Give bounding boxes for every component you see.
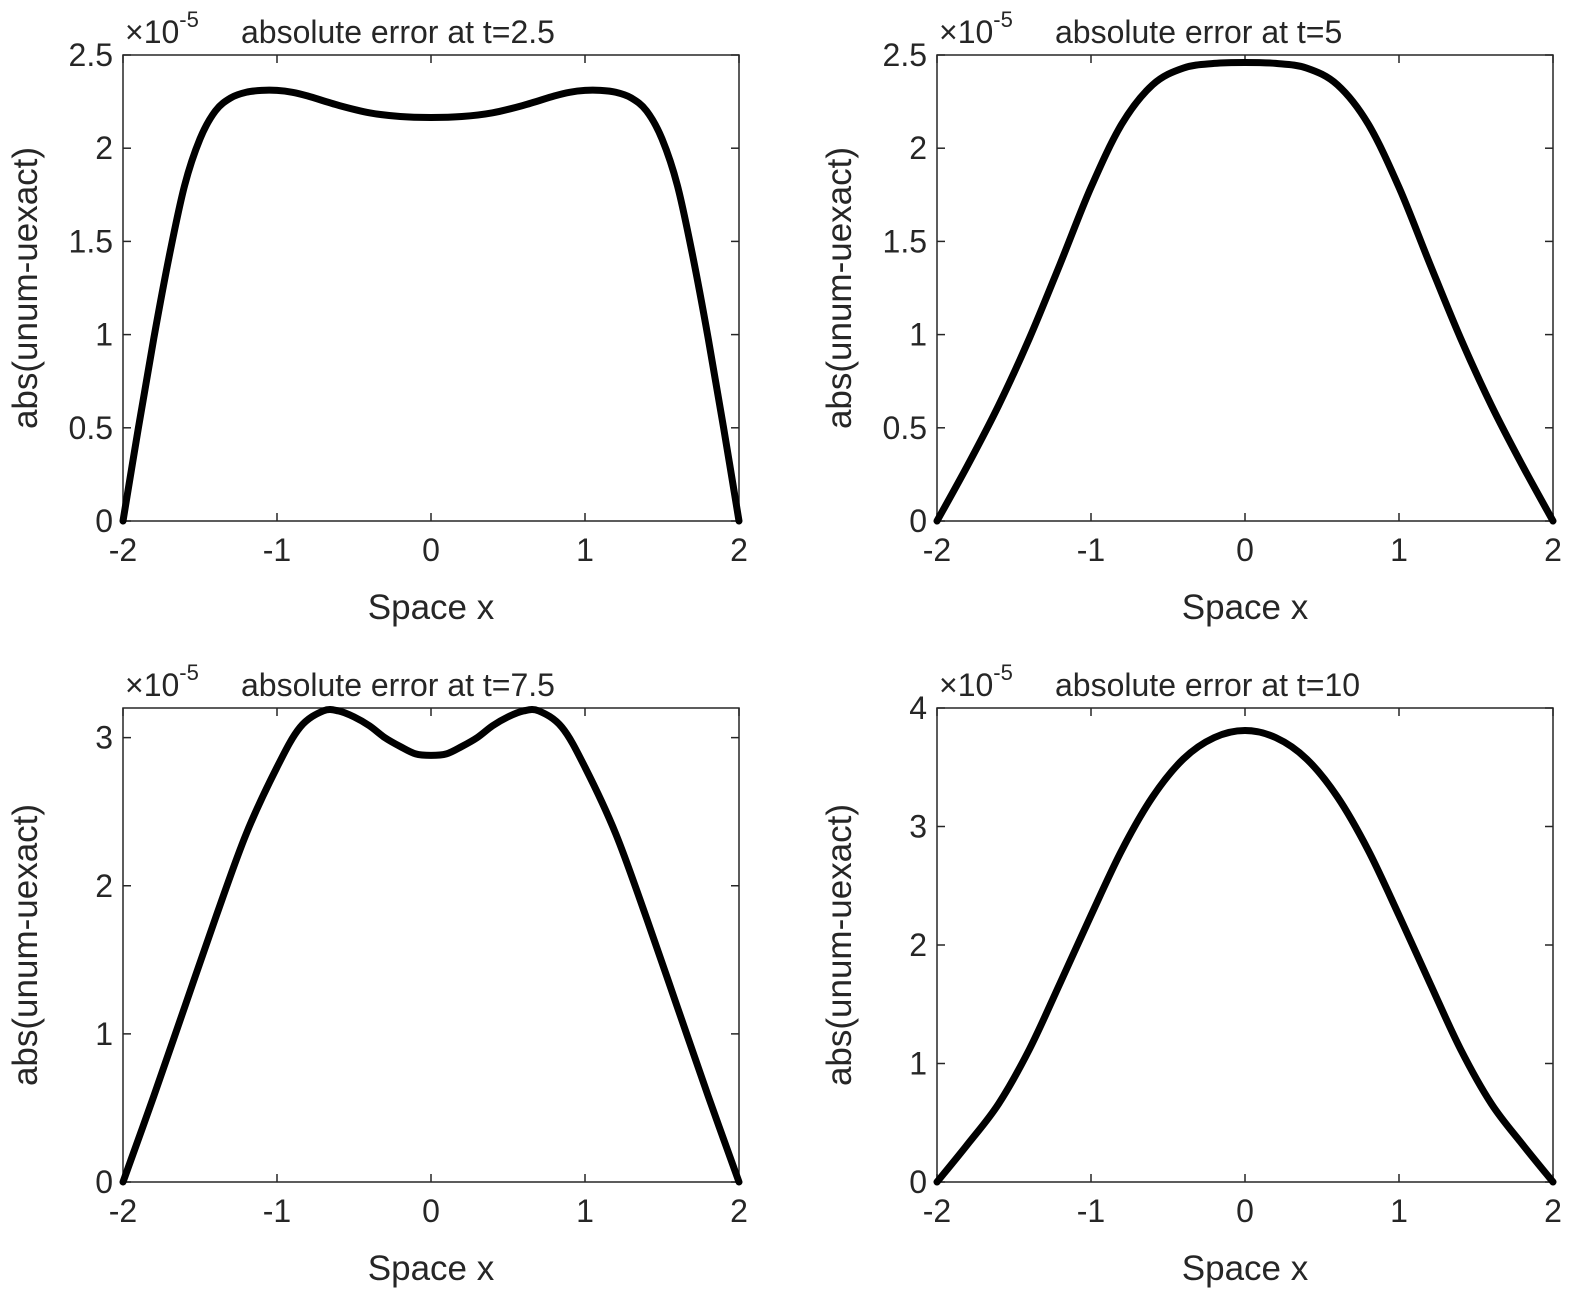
y-axis-label: abs(unum-uexact): [820, 147, 859, 429]
y-tick-label: 0: [909, 503, 927, 539]
x-axis-label: Space x: [368, 588, 495, 627]
subplot-top-right: -2 -1 0 1 2 0 0.5 1 1.5 2 2.5 Space x abs(unum-uexac…: [820, 7, 1562, 627]
y-tick-label: 2: [95, 130, 113, 166]
y-exponent-multiplier: ×10-5: [939, 7, 1013, 50]
subplot-title: absolute error at t=2.5: [241, 14, 555, 50]
series-line-abs-error: [119, 86, 743, 525]
y-exponent-multiplier: ×10-5: [939, 660, 1013, 703]
y-tick-label: 1: [95, 317, 113, 353]
y-exponent-base: ×10: [939, 14, 993, 50]
y-tick-label: 2.5: [883, 37, 927, 73]
x-tick-label: -1: [263, 1193, 291, 1229]
y-tick-label: 2: [95, 868, 113, 904]
x-tick-label: 2: [1544, 1193, 1562, 1229]
subplot-title: absolute error at t=10: [1055, 667, 1360, 703]
axes-box: [122, 54, 740, 522]
axes-box: [936, 54, 1554, 522]
y-tick-label: 1.5: [69, 223, 113, 259]
x-axis-label: Space x: [368, 1249, 495, 1288]
y-exponent-multiplier: ×10-5: [125, 660, 199, 703]
y-tick-label: 1.5: [883, 223, 927, 259]
y-exponent-multiplier: ×10-5: [125, 7, 199, 50]
x-tick-label: -2: [109, 532, 137, 568]
y-tick-label: 3: [95, 720, 113, 756]
y-tick-label: 1: [95, 1016, 113, 1052]
y-tick-label: 4: [909, 690, 927, 726]
x-tick-label: -2: [923, 532, 951, 568]
x-tick-label: -1: [263, 532, 291, 568]
x-tick-label: 2: [1544, 532, 1562, 568]
y-exponent-base: ×10: [939, 667, 993, 703]
x-axis-label: Space x: [1182, 1249, 1309, 1288]
y-tick-label: 2: [909, 130, 927, 166]
y-tick-label: 0.5: [69, 410, 113, 446]
x-tick-label: 1: [1390, 532, 1408, 568]
axes-box: [122, 707, 740, 1183]
x-tick-label: -2: [109, 1193, 137, 1229]
x-tick-label: 0: [1236, 532, 1254, 568]
x-tick-label: 1: [1390, 1193, 1408, 1229]
subplot-bottom-left: -2 -1 0 1 2 0 1 2 3 Space x abs(unum-uexact) ×10-5 a…: [6, 660, 748, 1288]
y-tick-label: 3: [909, 809, 927, 845]
y-tick-label: 2: [909, 927, 927, 963]
x-tick-label: 0: [1236, 1193, 1254, 1229]
x-tick-label: 1: [576, 532, 594, 568]
x-tick-label: -1: [1077, 1193, 1105, 1229]
y-exponent-base: ×10: [125, 667, 179, 703]
y-axis-label: abs(unum-uexact): [820, 804, 859, 1086]
y-tick-label: 2.5: [69, 37, 113, 73]
y-exponent-power: -5: [993, 7, 1013, 32]
x-tick-label: -1: [1077, 532, 1105, 568]
y-tick-label: 0: [95, 503, 113, 539]
x-tick-label: 2: [730, 1193, 748, 1229]
x-tick-label: 2: [730, 532, 748, 568]
y-axis-label: abs(unum-uexact): [6, 147, 45, 429]
x-tick-label: 1: [576, 1193, 594, 1229]
y-exponent-power: -5: [179, 7, 199, 32]
subplot-title: absolute error at t=7.5: [241, 667, 555, 703]
y-exponent-base: ×10: [125, 14, 179, 50]
subplot-bottom-right: -2 -1 0 1 2 0 1 2 3 4 Space x abs(unum-uexact) ×10-5…: [820, 660, 1562, 1288]
axes-box: [936, 707, 1554, 1183]
y-exponent-power: -5: [993, 660, 1013, 685]
y-tick-label: 0.5: [883, 410, 927, 446]
y-exponent-power: -5: [179, 660, 199, 685]
series-line-abs-error: [933, 727, 1557, 1186]
x-tick-label: 0: [422, 1193, 440, 1229]
series-line-abs-error: [933, 58, 1557, 525]
x-axis-label: Space x: [1182, 588, 1309, 627]
subplot-title: absolute error at t=5: [1055, 14, 1342, 50]
x-tick-label: -2: [923, 1193, 951, 1229]
series-line-abs-error: [119, 706, 743, 1186]
y-tick-label: 0: [909, 1164, 927, 1200]
y-tick-label: 1: [909, 317, 927, 353]
x-tick-label: 0: [422, 532, 440, 568]
subplot-top-left: -2 -1 0 1 2 0 0.5 1 1.5 2 2.5 Space x abs(unum-uexac…: [6, 7, 748, 627]
y-axis-label: abs(unum-uexact): [6, 804, 45, 1086]
y-tick-label: 0: [95, 1164, 113, 1200]
y-tick-label: 1: [909, 1046, 927, 1082]
